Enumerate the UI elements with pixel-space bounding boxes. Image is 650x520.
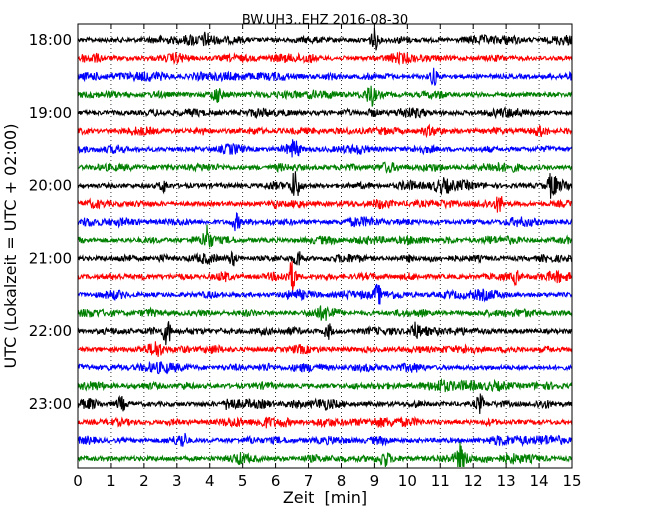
seismogram-trace bbox=[77, 105, 573, 120]
x-tick-label: 11 bbox=[431, 472, 450, 490]
x-axis-label: Zeit [min] bbox=[283, 488, 367, 507]
seismogram-trace bbox=[77, 377, 573, 393]
seismogram-trace bbox=[77, 28, 573, 51]
x-tick-label: 7 bbox=[304, 472, 314, 490]
seismogram-trace bbox=[77, 161, 573, 174]
y-axis-label: UTC (Lokalzeit = UTC + 02:00) bbox=[1, 124, 20, 369]
x-tick-label: 14 bbox=[530, 472, 549, 490]
seismogram-trace bbox=[77, 321, 573, 346]
x-tick-label: 4 bbox=[205, 472, 215, 490]
x-axis-ticks: 0 1 2 3 4 5 6 7 8 9 10 11 12 13 14 15 bbox=[73, 24, 582, 490]
x-tick-label: 8 bbox=[337, 472, 347, 490]
x-tick-label: 6 bbox=[271, 472, 281, 490]
x-tick-label: 3 bbox=[172, 472, 182, 490]
seismogram-trace bbox=[77, 432, 573, 448]
y-tick-label: 22:00 bbox=[29, 322, 72, 340]
seismogram-trace bbox=[77, 305, 573, 321]
y-axis-ticks: 18:00 19:00 20:00 21:00 22:00 23:00 bbox=[29, 31, 572, 413]
y-tick-label: 19:00 bbox=[29, 104, 72, 122]
y-tick-label: 21:00 bbox=[29, 249, 72, 267]
y-tick-label: 18:00 bbox=[29, 31, 72, 49]
x-tick-label: 15 bbox=[562, 472, 581, 490]
x-tick-label: 1 bbox=[106, 472, 116, 490]
y-tick-label: 23:00 bbox=[29, 395, 72, 413]
seismogram-traces bbox=[77, 28, 573, 468]
x-tick-label: 10 bbox=[398, 472, 417, 490]
seismogram-trace bbox=[77, 415, 573, 429]
seismogram-trace bbox=[77, 283, 573, 305]
seismogram-trace bbox=[77, 139, 573, 158]
x-tick-label: 12 bbox=[464, 472, 483, 490]
plot-frame bbox=[77, 23, 573, 469]
seismogram-trace bbox=[77, 123, 573, 139]
seismogram-trace bbox=[77, 341, 573, 358]
seismogram-trace bbox=[77, 196, 573, 213]
x-tick-label: 13 bbox=[497, 472, 516, 490]
seismogram-trace bbox=[77, 250, 573, 267]
y-tick-label: 20:00 bbox=[29, 177, 72, 195]
x-tick-label: 0 bbox=[73, 472, 83, 490]
seismogram-trace bbox=[77, 360, 573, 375]
x-tick-label: 9 bbox=[370, 472, 380, 490]
x-tick-label: 2 bbox=[139, 472, 149, 490]
seismogram-trace bbox=[77, 260, 573, 292]
seismogram-trace bbox=[77, 211, 573, 232]
seismogram-trace bbox=[77, 393, 573, 415]
seismogram-trace bbox=[77, 441, 573, 468]
seismogram-trace bbox=[77, 50, 573, 66]
seismogram-trace bbox=[77, 85, 573, 107]
seismogram-trace bbox=[77, 67, 573, 86]
seismogram-trace bbox=[77, 171, 573, 199]
seismogram-trace bbox=[77, 224, 573, 248]
x-tick-label: 5 bbox=[238, 472, 248, 490]
chart-title: BW.UH3..EHZ 2016-08-30 bbox=[242, 13, 408, 28]
